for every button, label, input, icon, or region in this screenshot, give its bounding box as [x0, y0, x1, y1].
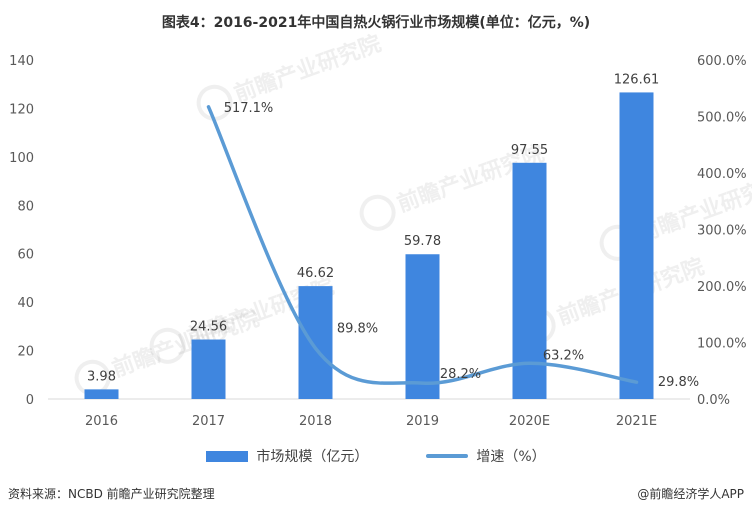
line-data-label: 63.2%: [543, 348, 584, 363]
x-tick-label: 2016: [85, 414, 118, 429]
growth-line: [206, 105, 639, 385]
bar: [191, 339, 226, 399]
bar-data-label: 46.62: [297, 266, 334, 281]
y-left-tick-label: 60: [17, 248, 34, 263]
bar-series: [84, 92, 654, 400]
y-left-tick-label: 0: [26, 393, 34, 408]
growth-line-series: [206, 105, 639, 385]
legend-item-growth[interactable]: 增速（%）: [426, 446, 546, 466]
x-tick-label: 2019: [406, 414, 439, 429]
bar-data-label: 24.56: [190, 320, 227, 335]
y-left-tick-label: 100: [9, 151, 34, 166]
chart-title: 图表4：2016-2021年中国自热火锅行业市场规模(单位：亿元，%): [161, 15, 591, 31]
legend-label-market-size: 市场规模（亿元）: [256, 449, 369, 465]
bar: [298, 286, 333, 399]
legend-item-market-size[interactable]: 市场规模（亿元）: [206, 446, 368, 466]
x-tick-label: 2017: [192, 414, 225, 429]
line-data-label: 28.2%: [440, 367, 481, 382]
x-tick-label: 2021E: [616, 414, 657, 429]
y-right-tick-label: 100.0%: [697, 337, 747, 352]
legend-label-growth: 增速（%）: [476, 449, 546, 465]
watermark-text: 前瞻产业研究院: [231, 30, 385, 107]
y-left-tick-label: 80: [17, 199, 34, 214]
bar-data-label: 3.98: [87, 369, 116, 384]
y-left-tick-label: 40: [17, 296, 34, 311]
bar: [405, 254, 440, 399]
y-right-tick-label: 400.0%: [697, 167, 747, 182]
axes: 0 20 40 60 80 100 120 140 0.0% 100.0% 200.0% 300.0%…: [9, 54, 746, 429]
bar: [84, 389, 119, 399]
qianzhan-logo-icon: [149, 327, 186, 364]
y-right-tick-label: 600.0%: [697, 54, 747, 69]
x-tick-label: 2018: [299, 414, 332, 429]
y-left-tick-label: 120: [9, 102, 34, 117]
y-left-tick-label: 140: [9, 54, 34, 69]
bar-data-labels: 3.98 24.56 46.62 59.78 97.55 126.61: [87, 72, 659, 384]
chart-canvas: 前瞻产业研究院前瞻产业研究院前瞻产业研究院前瞻产业研究院前瞻产业研究院前瞻产业研…: [9, 30, 752, 429]
bar-data-label: 59.78: [404, 234, 441, 249]
legend-bar-swatch: [206, 450, 249, 462]
bar-data-label: 97.55: [511, 143, 548, 158]
source-note: 资料来源：NCBD 前瞻产业研究院整理: [8, 487, 215, 501]
legend: 市场规模（亿元） 增速（%）: [0, 444, 752, 468]
bar-data-label: 126.61: [614, 72, 660, 87]
bar: [619, 92, 654, 400]
credit-note: @前瞻经济学人APP: [637, 487, 744, 501]
qianzhan-logo-icon: [196, 84, 233, 121]
legend-line-swatch: [426, 454, 469, 458]
bar: [512, 162, 547, 399]
y-left-tick-label: 20: [17, 345, 34, 360]
line-data-label: 89.8%: [337, 321, 378, 336]
line-data-label: 29.8%: [658, 375, 699, 390]
line-data-label: 517.1%: [224, 101, 274, 116]
qianzhan-logo-icon: [359, 194, 396, 231]
y-right-tick-label: 200.0%: [697, 280, 747, 295]
y-right-tick-label: 0.0%: [697, 393, 730, 408]
y-right-tick-label: 300.0%: [697, 224, 747, 239]
y-right-tick-label: 500.0%: [697, 111, 747, 126]
x-tick-label: 2020E: [509, 414, 550, 429]
line-data-labels: 517.1% 89.8% 28.2% 63.2% 29.8%: [224, 101, 699, 390]
